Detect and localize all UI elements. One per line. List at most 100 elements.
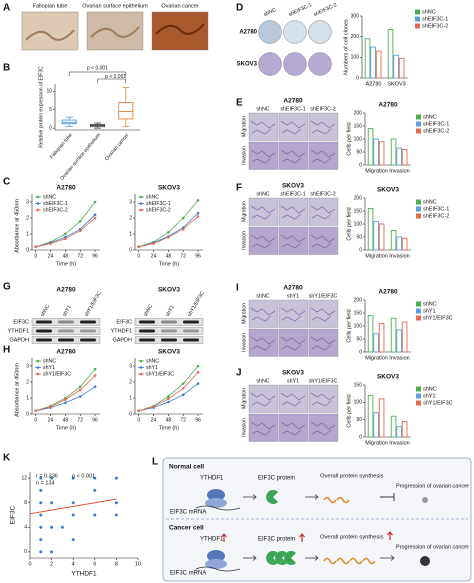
point bbox=[114, 501, 118, 505]
legend-swatch bbox=[416, 206, 421, 212]
point bbox=[93, 200, 97, 204]
bar bbox=[393, 54, 399, 79]
point bbox=[50, 501, 54, 505]
x-tick-label: Invasion bbox=[389, 253, 410, 259]
legend-label: shEIF3C-2 bbox=[423, 213, 449, 219]
y-tick-label: 0 bbox=[359, 434, 362, 440]
protein-chain bbox=[336, 557, 350, 565]
y-tick-label: 0 bbox=[26, 411, 29, 417]
y-tick-label: 200 bbox=[354, 110, 363, 116]
legend-label: shNC bbox=[146, 358, 159, 364]
y-tick-label: 100 bbox=[351, 55, 360, 61]
arrow bbox=[243, 555, 257, 561]
row-label: YTHDF1 bbox=[8, 328, 29, 334]
point bbox=[93, 216, 97, 220]
cells bbox=[280, 234, 306, 249]
band bbox=[36, 338, 52, 342]
cells bbox=[280, 205, 306, 220]
legend-label: shEIF3C-1 bbox=[423, 206, 449, 212]
chart-title: SKOV3 bbox=[377, 374, 399, 381]
x-tick-label: 48 bbox=[166, 417, 172, 423]
cells bbox=[250, 336, 276, 351]
y-tick-label: 50 bbox=[356, 149, 362, 155]
x-tick-label: 24 bbox=[151, 253, 157, 259]
micrograph bbox=[248, 384, 279, 413]
micrograph bbox=[248, 413, 279, 442]
y-axis-label: Cells per field bbox=[346, 207, 352, 240]
point bbox=[64, 401, 67, 405]
panel-label: L bbox=[152, 457, 158, 468]
row-label: GAPDH bbox=[9, 337, 29, 343]
micrograph bbox=[21, 11, 79, 51]
point bbox=[39, 488, 43, 492]
legend-label: shNC bbox=[423, 301, 437, 307]
node-label: YTHDF1 bbox=[200, 476, 224, 482]
legend-label: shEIF3C-1 bbox=[146, 201, 171, 207]
legend-swatch bbox=[416, 199, 421, 205]
x-tick-label: A2780 bbox=[366, 81, 382, 87]
y-tick-label: 5 bbox=[49, 107, 52, 113]
legend-label: shNC bbox=[146, 194, 159, 200]
x-tick-label: Invasion bbox=[389, 355, 410, 361]
y-tick-label: 0 bbox=[356, 75, 359, 81]
y-tick-label: 0 bbox=[129, 411, 132, 417]
y-tick-label: 100 bbox=[354, 221, 363, 227]
micrograph bbox=[308, 141, 339, 170]
point bbox=[167, 400, 170, 404]
y-tick-label: 50 bbox=[356, 417, 362, 423]
bar bbox=[396, 236, 402, 251]
bar bbox=[387, 28, 394, 79]
inhibit bbox=[380, 493, 395, 501]
micrograph bbox=[248, 328, 279, 357]
point bbox=[60, 525, 64, 529]
point bbox=[196, 371, 200, 374]
protein-shape bbox=[266, 551, 278, 565]
bar bbox=[367, 315, 374, 353]
bracket bbox=[68, 71, 127, 76]
band bbox=[80, 320, 96, 324]
y-tick-label: 3 bbox=[129, 363, 132, 369]
y-axis-label: Cells per field bbox=[346, 394, 352, 427]
node-label: Progression of ovarian cancer bbox=[396, 544, 469, 550]
bracket bbox=[97, 78, 127, 83]
row-label: Invasion bbox=[241, 231, 247, 250]
y-tick-label: 2 bbox=[26, 215, 29, 221]
cells bbox=[250, 392, 276, 407]
row-title: Cancer cell bbox=[169, 525, 204, 532]
x-tick-label: Migration bbox=[365, 253, 388, 259]
legend-label: shEIF3C-1 bbox=[43, 201, 68, 207]
x-tick-label: Migration bbox=[365, 440, 388, 446]
panel-label: B bbox=[3, 63, 10, 74]
x-tick-label: 96 bbox=[92, 417, 98, 423]
micrograph bbox=[278, 384, 309, 413]
legend-label: shY1/EIF3C bbox=[423, 400, 453, 406]
legend-swatch bbox=[416, 213, 421, 219]
protein-chain bbox=[323, 557, 337, 565]
panel-label: D bbox=[236, 3, 243, 14]
cells bbox=[310, 336, 336, 351]
cells bbox=[280, 120, 306, 135]
mrna bbox=[195, 566, 241, 572]
protein-chain bbox=[349, 557, 363, 565]
x-tick-label: SKOV3 bbox=[387, 81, 405, 87]
bar bbox=[390, 138, 397, 166]
y-axis-label: Absorbance at 450nm bbox=[14, 363, 20, 417]
bar bbox=[364, 38, 371, 79]
legend-label: shY1 bbox=[423, 308, 436, 314]
point bbox=[39, 476, 43, 480]
cells bbox=[310, 234, 336, 249]
bar bbox=[390, 415, 397, 438]
legend-label: shNC bbox=[423, 114, 437, 120]
point bbox=[93, 374, 97, 377]
caption: Ovarian surface epithelium bbox=[82, 3, 148, 9]
x-tick-label: Migration bbox=[365, 168, 388, 174]
cells bbox=[280, 336, 306, 351]
row-label: Migration bbox=[241, 116, 247, 137]
colony-dish bbox=[283, 52, 307, 76]
protein-shape bbox=[266, 490, 278, 505]
legend-marker bbox=[139, 366, 143, 369]
ribosome bbox=[207, 550, 225, 562]
node-label: EIF3C mRNA bbox=[170, 510, 206, 516]
cells bbox=[310, 149, 336, 164]
